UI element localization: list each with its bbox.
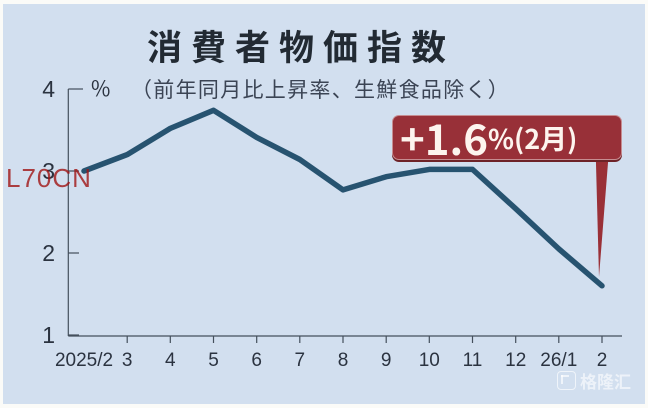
svg-text:1: 1 [42, 322, 55, 348]
svg-text:5: 5 [208, 350, 219, 371]
svg-text:2: 2 [42, 240, 55, 266]
svg-text:10: 10 [419, 350, 440, 371]
svg-text:4: 4 [165, 350, 176, 371]
svg-text:2025/2: 2025/2 [55, 350, 113, 371]
svg-text:9: 9 [381, 350, 392, 371]
svg-text:6: 6 [251, 350, 262, 371]
svg-text:7: 7 [295, 350, 306, 371]
svg-text:12: 12 [505, 350, 526, 371]
svg-text:8: 8 [338, 350, 349, 371]
svg-text:%: % [91, 73, 110, 103]
svg-text:11: 11 [463, 350, 483, 371]
svg-text:4: 4 [42, 76, 55, 102]
svg-text:3: 3 [122, 350, 133, 371]
